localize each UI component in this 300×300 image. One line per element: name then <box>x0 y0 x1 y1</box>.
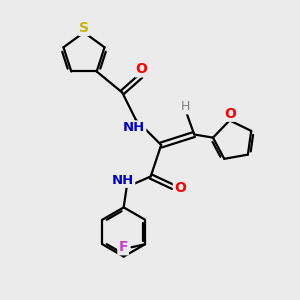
Text: S: S <box>79 21 89 35</box>
Text: NH: NH <box>112 174 134 187</box>
Text: O: O <box>224 107 236 121</box>
Text: H: H <box>181 100 190 113</box>
Text: O: O <box>136 62 147 76</box>
Text: F: F <box>118 240 128 254</box>
Text: O: O <box>174 181 186 195</box>
Text: NH: NH <box>123 122 145 134</box>
